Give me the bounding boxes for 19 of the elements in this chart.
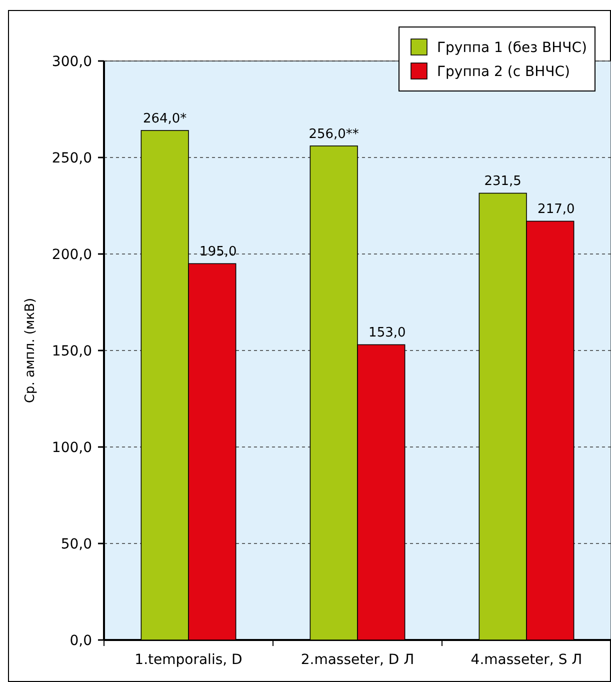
y-tick-label: 100,0 (52, 440, 92, 456)
data-label: 256,0** (308, 126, 360, 142)
data-label: 217,0 (538, 202, 575, 218)
data-label: 264,0* (142, 111, 188, 126)
data-label: 153,0 (368, 326, 406, 341)
data-label: 231,5 (484, 174, 522, 190)
y-tick-label: 0,0 (70, 632, 92, 649)
legend-label: Группа 1 (без ВНЧС) (437, 40, 587, 56)
y-axis-title: Ср. ампл. (мкВ) (23, 298, 38, 404)
legend-label: Группа 2 (с ВНЧС) (437, 64, 570, 80)
x-tick-label: 4.masseter, S Л (470, 652, 582, 668)
y-tick-label: 200,0 (52, 246, 92, 263)
x-tick-label: 2.masseter, D Л (300, 652, 414, 668)
y-tick-label: 50,0 (60, 536, 92, 552)
y-tick-label: 150,0 (52, 343, 92, 360)
x-tick-label: 1.temporalis, D (134, 652, 242, 668)
data-label: 195,0 (200, 244, 237, 260)
y-tick-label: 300,0 (52, 54, 92, 70)
y-tick-label: 250,0 (52, 150, 92, 166)
